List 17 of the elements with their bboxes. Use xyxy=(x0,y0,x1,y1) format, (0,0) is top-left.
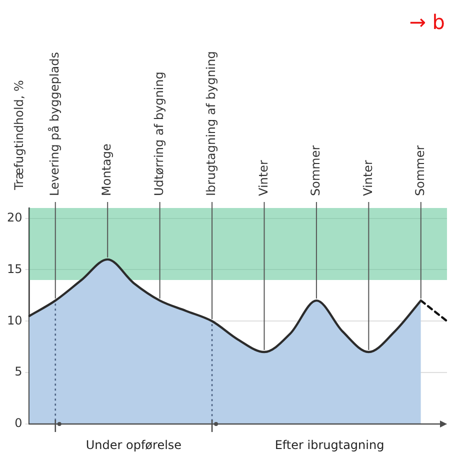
y-tick-label: 0 xyxy=(14,416,22,430)
text: Efter ibrugtagning xyxy=(274,438,384,452)
y-tick-label: 5 xyxy=(14,364,22,379)
y-tick-label: 15 xyxy=(6,262,22,276)
text: Under opførelse xyxy=(86,438,182,452)
x-tick-label: Ibrugtagning af bygning xyxy=(204,51,218,196)
text: → b xyxy=(409,10,445,34)
x-tick-label: Udtørring af bygning xyxy=(152,72,166,196)
x-tick-label: Sommer xyxy=(308,145,323,196)
x-tick-label: Levering på byggeplads xyxy=(48,52,62,196)
x-tick-label: Vinter xyxy=(256,160,270,196)
y-tick-label: 10 xyxy=(6,313,22,328)
y-axis-title: Træfugtindhold, % xyxy=(12,80,26,191)
y-tick-label: 20 xyxy=(6,210,22,224)
x-tick-label: Sommer xyxy=(413,145,428,196)
x-tick-label: Vinter xyxy=(360,160,375,196)
x-tick-label: Montage xyxy=(100,144,114,196)
